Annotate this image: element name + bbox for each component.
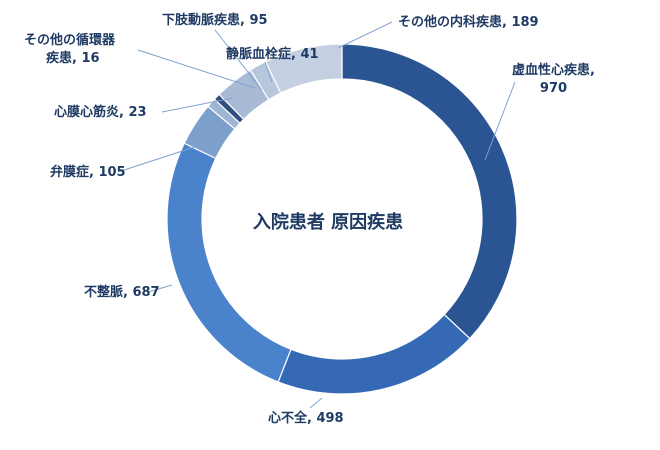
leader-line-other-im	[337, 21, 393, 49]
label-peripheral-artery-disease: 下肢動脈疾患, 95	[162, 13, 268, 28]
label-other-cardiovascular: その他の循環器 疾患, 16	[24, 32, 115, 68]
label-other-cv-line2: 疾患, 16	[46, 51, 100, 66]
leader-line-ischemic	[484, 81, 516, 161]
label-ischemic-value: 970	[539, 81, 568, 96]
label-other-cv-line1: その他の循環器	[24, 33, 116, 48]
slice-1	[277, 313, 471, 395]
slice-0	[341, 43, 518, 340]
chart-title: 入院患者 原因疾患	[252, 212, 404, 233]
leader-line-valve	[117, 141, 211, 173]
leader-line-arrhythmia	[147, 284, 173, 293]
slice-2	[166, 142, 292, 383]
label-ischemic-heart-disease: 虚血性心疾患, 970	[512, 62, 595, 98]
label-venous-thrombosis: 静脈血栓症, 41	[226, 47, 319, 62]
leader-line-vte	[264, 61, 273, 83]
label-heart-failure: 心不全, 498	[268, 411, 344, 426]
donut-slices	[166, 43, 518, 395]
slice-8	[264, 43, 343, 94]
leader-line-pad	[214, 29, 263, 91]
label-other-internal-medicine: その他の内科疾患, 189	[398, 15, 539, 30]
leader-line-pericarditis	[161, 97, 234, 113]
leader-line-heart-failure	[309, 397, 323, 409]
label-valvular-disease: 弁膜症, 105	[50, 165, 126, 180]
leader-line-other-cv	[137, 49, 256, 89]
label-ischemic-name: 虚血性心疾患,	[512, 63, 595, 78]
label-pericarditis-myocarditis: 心膜心筋炎, 23	[54, 105, 147, 120]
label-arrhythmia: 不整脈, 687	[84, 285, 160, 300]
leader-lines	[117, 21, 516, 409]
